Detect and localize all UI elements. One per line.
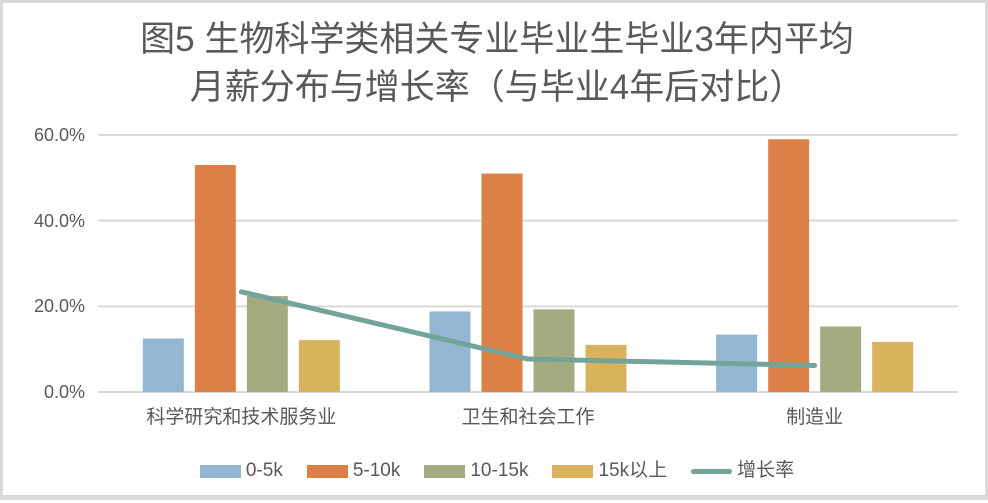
growth-line-增长率 xyxy=(238,289,818,368)
legend-label-10-15k: 10-15k xyxy=(470,460,529,481)
legend-item-15k以上: 15k以上 xyxy=(552,460,667,482)
bar-15k以上-卫生和社会工作 xyxy=(585,344,627,392)
bar-0-5k-卫生和社会工作 xyxy=(429,311,471,392)
legend: 0-5k 5-10k 10-15k 15k以上 增长率 xyxy=(3,457,988,485)
x-category-label-制造业: 制造业 xyxy=(786,407,844,428)
bar-15k以上-制造业 xyxy=(872,341,914,392)
chart-title-line1: 图5 生物科学类相关专业毕业生毕业3年内平均 xyxy=(140,20,854,59)
legend-swatch-10-15k xyxy=(424,464,466,478)
legend-label-0-5k: 0-5k xyxy=(245,460,283,481)
chart-title-line2: 月薪分布与增长率（与毕业4年后对比） xyxy=(189,68,805,107)
legend-item-增长率: 增长率 xyxy=(691,460,794,482)
legend-item-0-5k: 0-5k xyxy=(199,460,283,482)
legend-swatch-0-5k xyxy=(199,464,241,478)
plot-area xyxy=(98,134,958,393)
bar-15k以上-科学研究和技术服务业 xyxy=(298,340,340,392)
bar-0-5k-科学研究和技术服务业 xyxy=(142,338,184,392)
y-tick-label-60.0%: 60.0% xyxy=(33,125,85,145)
x-category-label-科学研究和技术服务业: 科学研究和技术服务业 xyxy=(146,407,337,428)
legend-label-15k以上: 15k以上 xyxy=(598,460,668,481)
bar-10-15k-卫生和社会工作 xyxy=(533,309,575,392)
bar-5-10k-科学研究和技术服务业 xyxy=(194,164,236,392)
legend-label-5-10k: 5-10k xyxy=(352,460,401,481)
y-tick-label-0.0%: 0.0% xyxy=(43,382,85,402)
bar-10-15k-科学研究和技术服务业 xyxy=(246,296,288,392)
bar-10-15k-制造业 xyxy=(820,326,862,392)
legend-label-增长率: 增长率 xyxy=(737,460,795,481)
legend-swatch-5-10k xyxy=(306,464,348,478)
legend-line-marker-增长率 xyxy=(691,468,733,474)
legend-swatch-15k以上 xyxy=(552,464,594,478)
y-tick-label-40.0%: 40.0% xyxy=(33,210,85,231)
chart-title: 图5 生物科学类相关专业毕业生毕业3年内平均 月薪分布与增长率（与毕业4年后对比… xyxy=(3,16,988,112)
bar-5-10k-制造业 xyxy=(768,139,810,392)
legend-item-10-15k: 10-15k xyxy=(424,460,528,482)
x-category-label-卫生和社会工作: 卫生和社会工作 xyxy=(461,407,595,428)
bar-5-10k-卫生和社会工作 xyxy=(481,173,523,392)
y-tick-label-20.0%: 20.0% xyxy=(33,296,85,317)
legend-item-5-10k: 5-10k xyxy=(306,460,401,482)
